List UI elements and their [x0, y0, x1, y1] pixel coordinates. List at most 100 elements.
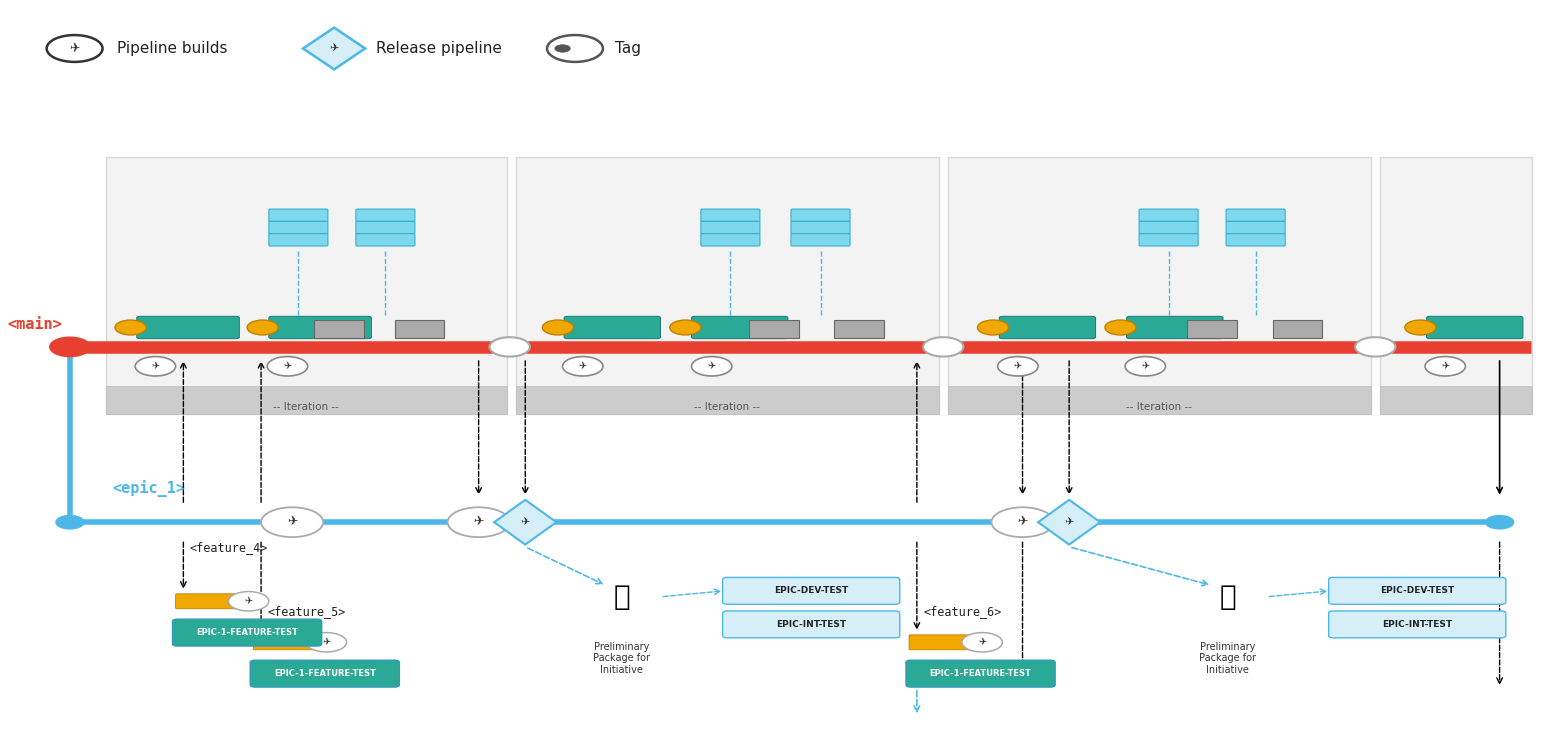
Circle shape — [547, 35, 603, 62]
FancyBboxPatch shape — [269, 316, 371, 339]
Text: Pipeline builds: Pipeline builds — [117, 41, 227, 56]
Text: <epic_1>: <epic_1> — [112, 480, 185, 497]
Text: EPIC-INT-TEST: EPIC-INT-TEST — [1382, 620, 1453, 629]
Text: ✈: ✈ — [322, 637, 331, 648]
Text: ✈: ✈ — [151, 361, 160, 372]
Text: ✈: ✈ — [1064, 517, 1074, 527]
FancyBboxPatch shape — [906, 660, 1055, 687]
Text: ✈: ✈ — [1018, 515, 1027, 529]
FancyBboxPatch shape — [106, 157, 507, 414]
FancyBboxPatch shape — [791, 209, 850, 222]
Text: Release pipeline: Release pipeline — [376, 41, 502, 56]
Circle shape — [998, 357, 1038, 376]
Circle shape — [1105, 320, 1136, 335]
Circle shape — [1486, 515, 1514, 529]
Text: ✈: ✈ — [474, 515, 483, 529]
Circle shape — [247, 320, 278, 335]
Text: ✈: ✈ — [1441, 361, 1450, 372]
FancyBboxPatch shape — [106, 386, 507, 414]
Text: EPIC-DEV-TEST: EPIC-DEV-TEST — [1380, 586, 1455, 595]
Circle shape — [563, 357, 603, 376]
FancyBboxPatch shape — [834, 320, 884, 338]
Text: 📦: 📦 — [614, 583, 629, 611]
Text: EPIC-INT-TEST: EPIC-INT-TEST — [775, 620, 847, 629]
FancyBboxPatch shape — [723, 577, 900, 604]
Text: -- Iteration --: -- Iteration -- — [274, 401, 339, 412]
FancyBboxPatch shape — [791, 233, 850, 246]
FancyBboxPatch shape — [1329, 611, 1506, 638]
FancyBboxPatch shape — [701, 222, 760, 233]
Text: Preliminary
Package for
Initiative: Preliminary Package for Initiative — [594, 642, 650, 675]
Text: ✈: ✈ — [707, 361, 716, 372]
Text: <feature_5>: <feature_5> — [267, 606, 345, 618]
FancyBboxPatch shape — [701, 209, 760, 222]
FancyBboxPatch shape — [1226, 209, 1285, 222]
Circle shape — [991, 507, 1054, 537]
Text: ✈: ✈ — [329, 43, 339, 54]
FancyBboxPatch shape — [791, 222, 850, 233]
Text: -- Iteration --: -- Iteration -- — [1127, 401, 1192, 412]
FancyBboxPatch shape — [1329, 577, 1506, 604]
FancyBboxPatch shape — [1380, 157, 1532, 414]
Text: ✈: ✈ — [287, 515, 297, 529]
FancyBboxPatch shape — [1427, 316, 1523, 339]
Circle shape — [1125, 357, 1166, 376]
Circle shape — [490, 337, 530, 357]
Text: <main>: <main> — [8, 317, 62, 332]
Circle shape — [56, 515, 84, 529]
Text: EPIC-1-FEATURE-TEST: EPIC-1-FEATURE-TEST — [929, 669, 1032, 678]
Text: ✈: ✈ — [244, 596, 253, 606]
FancyBboxPatch shape — [948, 386, 1371, 414]
Polygon shape — [303, 28, 365, 69]
Circle shape — [228, 592, 269, 611]
FancyBboxPatch shape — [269, 222, 328, 233]
FancyBboxPatch shape — [1187, 320, 1237, 338]
Circle shape — [1425, 357, 1465, 376]
FancyBboxPatch shape — [253, 635, 319, 650]
Circle shape — [448, 507, 510, 537]
Text: <feature_4>: <feature_4> — [190, 541, 267, 554]
Circle shape — [670, 320, 701, 335]
FancyBboxPatch shape — [1139, 209, 1198, 222]
FancyBboxPatch shape — [356, 222, 415, 233]
Text: Preliminary
Package for
Initiative: Preliminary Package for Initiative — [1200, 642, 1256, 675]
Text: ✈: ✈ — [977, 637, 987, 648]
Text: ✈: ✈ — [578, 361, 587, 372]
Text: ✈: ✈ — [70, 42, 79, 55]
FancyBboxPatch shape — [269, 233, 328, 246]
Text: ✈: ✈ — [1013, 361, 1023, 372]
FancyBboxPatch shape — [516, 386, 939, 414]
FancyBboxPatch shape — [250, 660, 399, 687]
Circle shape — [261, 507, 323, 537]
Circle shape — [1355, 337, 1395, 357]
FancyBboxPatch shape — [1139, 233, 1198, 246]
Text: ✈: ✈ — [283, 361, 292, 372]
FancyBboxPatch shape — [1139, 222, 1198, 233]
Circle shape — [555, 45, 570, 52]
FancyBboxPatch shape — [1226, 233, 1285, 246]
FancyBboxPatch shape — [1127, 316, 1223, 339]
Circle shape — [306, 633, 347, 652]
Polygon shape — [494, 500, 556, 545]
FancyBboxPatch shape — [1226, 222, 1285, 233]
Polygon shape — [1038, 500, 1100, 545]
Circle shape — [135, 357, 176, 376]
FancyBboxPatch shape — [692, 316, 788, 339]
FancyBboxPatch shape — [269, 209, 328, 222]
Circle shape — [50, 337, 90, 357]
Circle shape — [542, 320, 573, 335]
FancyBboxPatch shape — [356, 209, 415, 222]
FancyBboxPatch shape — [516, 157, 939, 414]
FancyBboxPatch shape — [356, 233, 415, 246]
Circle shape — [47, 35, 103, 62]
FancyBboxPatch shape — [909, 635, 974, 650]
FancyBboxPatch shape — [172, 619, 322, 646]
Text: Tag: Tag — [615, 41, 642, 56]
FancyBboxPatch shape — [564, 316, 660, 339]
Circle shape — [115, 320, 146, 335]
Circle shape — [977, 320, 1009, 335]
FancyBboxPatch shape — [999, 316, 1096, 339]
Circle shape — [962, 633, 1002, 652]
Circle shape — [923, 337, 963, 357]
Text: ✈: ✈ — [1141, 361, 1150, 372]
